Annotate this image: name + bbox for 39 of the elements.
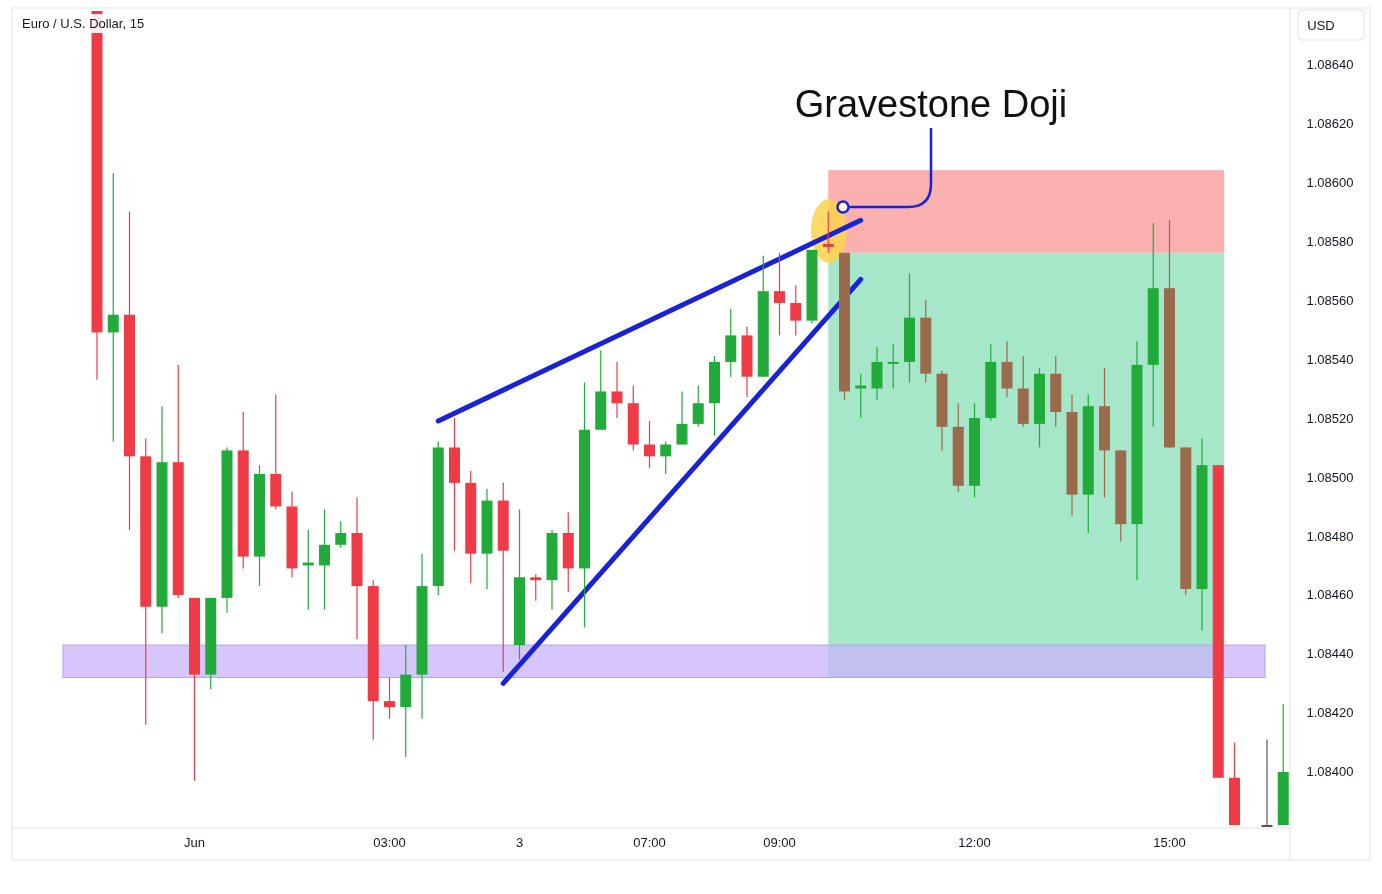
candlestick: [822, 210, 834, 254]
x-tick-label: 3: [515, 835, 524, 850]
candlestick: [319, 508, 330, 611]
candlestick: [335, 520, 347, 549]
y-tick-label: 1.08500: [1306, 469, 1354, 485]
y-tick-label: 1.08640: [1306, 56, 1354, 72]
x-tick-label: 12:00: [958, 835, 991, 850]
candlestick: [676, 390, 688, 446]
x-tick-label: 09:00: [763, 835, 796, 850]
candlestick: [692, 384, 704, 428]
candlestick: [302, 529, 314, 611]
candlestick: [1261, 738, 1273, 827]
y-tick-label: 1.08420: [1306, 705, 1354, 721]
candlestick: [107, 172, 119, 443]
y-tick-label: 1.08400: [1306, 764, 1354, 780]
candlestick: [384, 676, 395, 720]
y-tick-label: 1.08520: [1306, 410, 1354, 426]
text: Euro / U.S. Dollar, 15: [22, 16, 145, 31]
y-tick-label: 1.08620: [1306, 115, 1354, 131]
candlestick: [530, 573, 542, 602]
candlestick: [611, 361, 623, 419]
y-tick-label: 1.08540: [1306, 351, 1354, 367]
x-tick-label: Jun: [184, 835, 205, 850]
candlestick: [774, 252, 785, 336]
y-tick-label: 1.08600: [1306, 174, 1354, 190]
x-tick-label: 15:00: [1153, 835, 1186, 850]
annotation: Gravestone Doji: [794, 83, 1068, 125]
candlestick: [790, 284, 802, 336]
candlestick: [660, 440, 672, 475]
x-tick-label: 07:00: [633, 835, 666, 850]
y-tick-label: 1.08580: [1306, 233, 1354, 249]
candlestick: [887, 343, 899, 390]
y-axis-title: USD: [1307, 18, 1335, 33]
y-tick-label: 1.08440: [1306, 646, 1354, 662]
candlestick: [644, 420, 655, 469]
y-tick-label: 1.08560: [1306, 292, 1354, 308]
y-tick-label: 1.08460: [1306, 587, 1354, 603]
y-tick-label: 1.08480: [1306, 528, 1354, 544]
x-tick-label: 03:00: [373, 835, 406, 850]
